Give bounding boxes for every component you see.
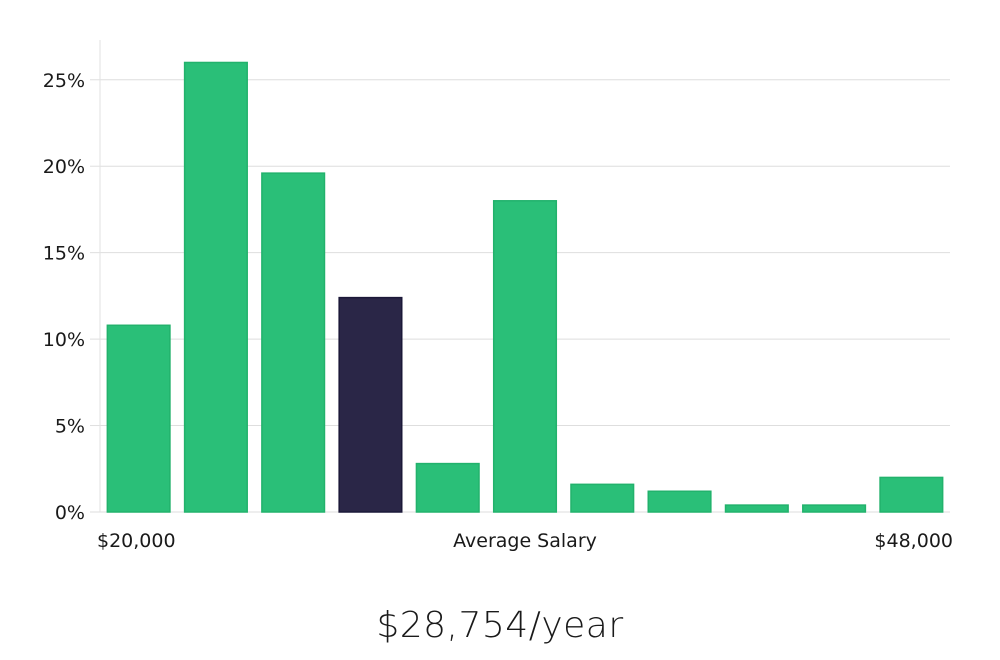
y-tick-label: 10%: [43, 329, 85, 351]
x-label-max: $48,000: [874, 530, 953, 552]
bar: [261, 172, 326, 513]
x-axis-title: Average Salary: [453, 530, 597, 552]
bar: [802, 504, 867, 513]
bar: [415, 462, 480, 513]
y-tick-label: 0%: [55, 502, 85, 524]
y-tick-label: 20%: [43, 156, 85, 178]
bars: [106, 61, 944, 513]
x-label-min: $20,000: [97, 530, 176, 552]
y-tick-labels: 0% 5% 10% 15% 20% 25%: [43, 70, 85, 524]
bar: [570, 483, 635, 513]
bar: [492, 200, 558, 513]
y-tick-label: 25%: [43, 70, 85, 92]
bar: [879, 476, 944, 513]
bar-highlighted: [338, 296, 403, 513]
average-salary-value: $28,754/year: [376, 605, 624, 646]
bar: [724, 504, 789, 513]
bar: [106, 324, 171, 513]
y-tick-label: 5%: [55, 416, 85, 438]
salary-histogram: 0%5%10%15%20%25% $20,000 Average Salary …: [43, 40, 953, 552]
bar: [647, 490, 712, 513]
y-tick-label: 15%: [43, 243, 85, 265]
bar: [183, 61, 248, 513]
